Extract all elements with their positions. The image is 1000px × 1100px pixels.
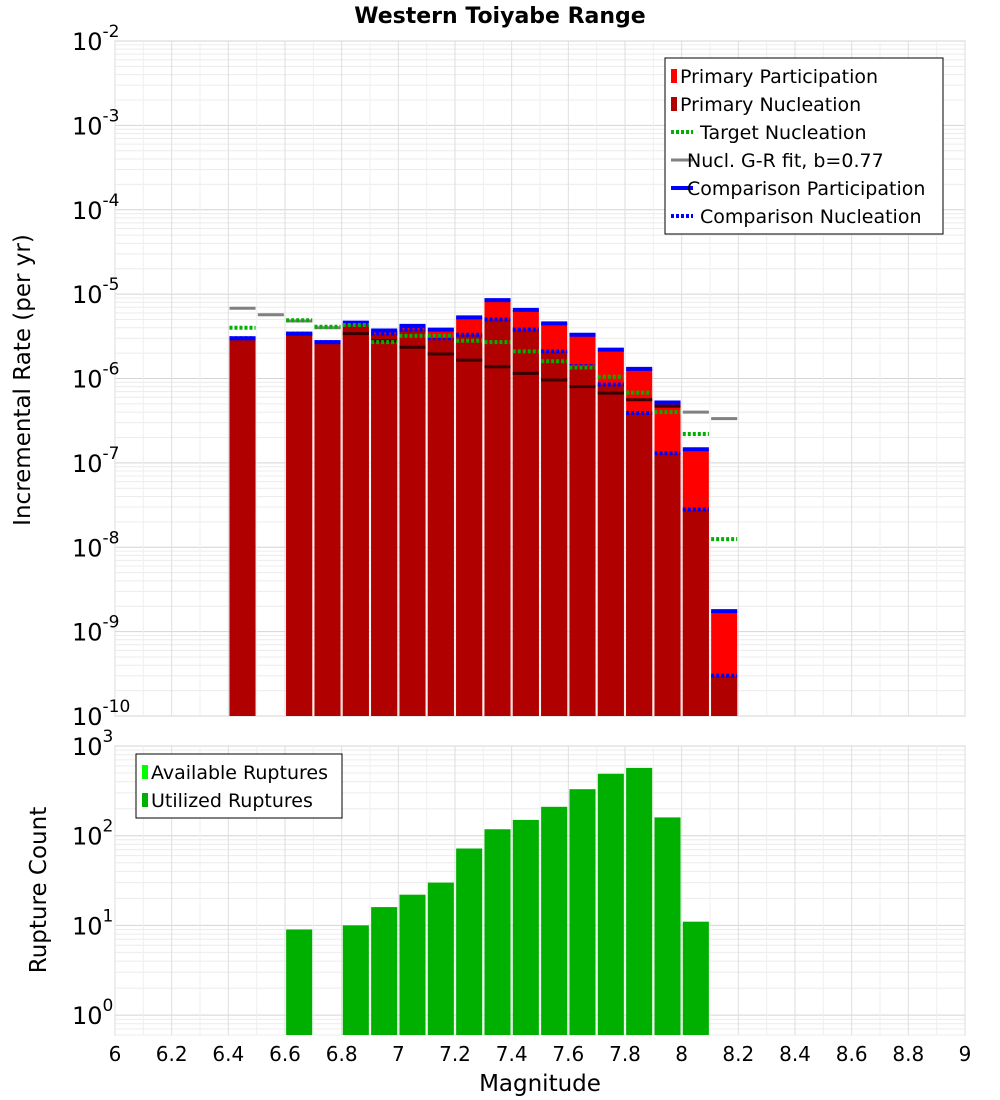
count-legend: Available Ruptures Utilized Ruptures [135,753,343,819]
nucleation-bar [484,319,511,716]
count-y-ticks: 100 101 102 103 [72,727,113,1030]
x-axis-title: Magnitude [479,1071,601,1097]
rate-y-axis-title: Incremental Rate (per yr) [10,234,36,526]
y-tick-label: 10-2 [72,22,120,56]
nucleation-bar [342,325,369,716]
y-tick-label: 10-10 [72,697,130,731]
x-tick-label: 7.6 [552,1042,584,1066]
x-tick-label: 6.8 [326,1042,358,1066]
nucleation-bar [229,338,256,716]
legend-label: Nucl. G-R fit, b=0.77 [687,150,884,172]
nucleation-bar [512,329,539,716]
y-tick-label: 103 [72,727,113,761]
y-tick-label: 10-6 [72,360,120,394]
x-tick-label: 7 [392,1042,405,1066]
rupture-count-bar [371,907,398,1035]
rupture-count-bar [541,806,568,1035]
x-tick-label: 8 [675,1042,688,1066]
x-tick-label: 6.6 [269,1042,301,1066]
legend-label: Primary Nucleation [680,94,861,116]
x-tick-label: 6 [109,1042,122,1066]
y-tick-label: 102 [72,817,113,851]
count-bars [286,767,709,1035]
nucleation-bar [597,384,624,716]
x-tick-label: 8.2 [722,1042,754,1066]
nucleation-bar [456,334,483,716]
x-tick-label: 8.4 [779,1042,811,1066]
rupture-count-bar [597,773,624,1035]
nucleation-bar [682,509,709,716]
x-tick-label: 6.2 [156,1042,188,1066]
rate-lines [229,298,738,678]
rupture-count-bar [484,829,511,1035]
x-tick-label: 8.8 [892,1042,924,1066]
count-grid [114,745,966,1036]
y-tick-label: 10-4 [72,191,120,225]
rupture-count-bar [512,819,539,1035]
nucleation-bar [427,338,454,716]
rate-legend: Primary Participation Primary Nucleation T… [664,57,944,235]
nucleation-bar [314,342,341,716]
legend-label: Comparison Participation [687,178,925,200]
nucleation-bar [286,333,313,716]
rupture-count-bar [682,921,709,1035]
x-tick-label: 7.2 [439,1042,471,1066]
nucleation-bar [541,351,568,716]
x-tick-label: 8.6 [836,1042,868,1066]
rate-plot: 10-10 10-9 10-8 10-7 10-6 10-5 10-4 10-3 10-2 In… [10,22,966,731]
rupture-count-bar [456,848,483,1035]
legend-label: Primary Participation [680,66,878,88]
legend-label: Comparison Nucleation [700,206,922,228]
count-legend-box [135,753,343,819]
rupture-count-bar [342,925,369,1035]
nucleation-bar [371,333,398,716]
y-tick-label: 101 [72,906,113,940]
rate-y-ticks: 10-10 10-9 10-8 10-7 10-6 10-5 10-4 10-3 10-2 [72,22,130,731]
y-tick-label: 10-9 [72,613,120,647]
rupture-count-bar [286,929,313,1035]
rupture-count-bar [626,767,653,1035]
rate-legend-box [664,57,944,235]
x-tick-label: 9 [959,1042,972,1066]
x-tick-label: 6.4 [212,1042,244,1066]
legend-label: Utilized Ruptures [151,790,313,812]
legend-swatch [671,69,677,83]
y-tick-label: 10-8 [72,528,120,562]
nucleation-bar [399,329,426,716]
count-y-axis-title: Rupture Count [26,807,52,973]
legend-swatch [671,97,677,111]
x-tick-label: 7.4 [496,1042,528,1066]
legend-swatch [142,765,148,779]
count-plot: 100 101 102 103 6 6.2 6.4 6.6 6.8 7 7.2 7.4 7.6 7.8 8… [26,727,971,1097]
legend-label: Target Nucleation [699,122,867,144]
rupture-count-bar [654,817,681,1035]
nucleation-bar [626,413,653,716]
count-x-ticks: 6 6.2 6.4 6.6 6.8 7 7.2 7.4 7.6 7.8 8 8.2 8.4 8.6 8.8 9 [109,1042,972,1066]
nucleation-bar [711,675,738,716]
chart-title: Western Toiyabe Range [354,4,645,29]
y-tick-label: 10-5 [72,275,120,309]
rupture-count-bar [427,882,454,1035]
y-tick-label: 100 [72,996,113,1030]
y-tick-label: 10-7 [72,444,120,478]
legend-label: Available Ruptures [151,762,328,784]
y-tick-label: 10-3 [72,106,120,140]
legend-swatch [142,793,148,807]
x-tick-label: 7.8 [609,1042,641,1066]
nucleation-bar [654,453,681,716]
rupture-count-bar [399,894,426,1035]
rupture-count-bar [569,789,596,1035]
nucleation-bar [569,366,596,716]
